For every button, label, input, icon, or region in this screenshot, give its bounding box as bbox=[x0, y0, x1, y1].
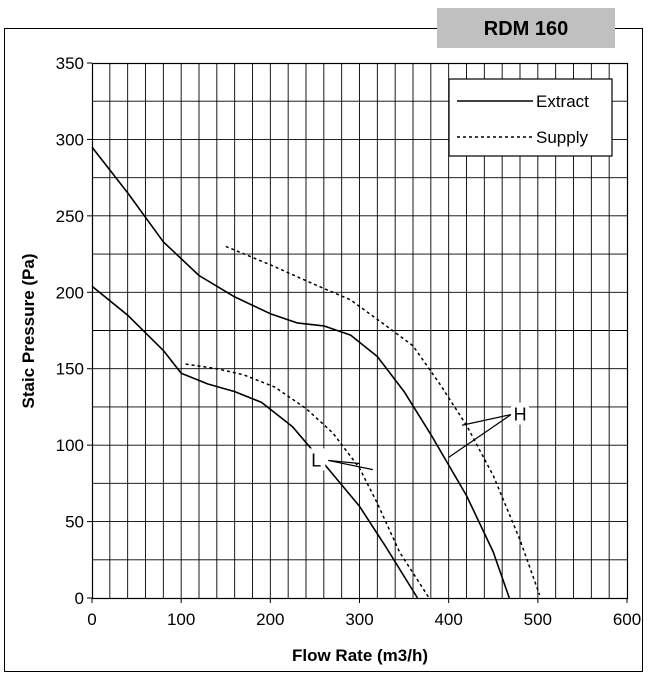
y-tick-label: 100 bbox=[56, 436, 84, 455]
y-tick-label: 50 bbox=[65, 513, 84, 532]
chart-title: RDM 160 bbox=[484, 18, 568, 40]
annotation-label-h: H bbox=[514, 405, 527, 425]
series-line-supply-l bbox=[185, 363, 430, 599]
y-tick-label: 300 bbox=[56, 130, 84, 149]
x-tick-label: 600 bbox=[613, 610, 641, 629]
series-lines bbox=[91, 146, 541, 599]
y-tick-label: 250 bbox=[56, 207, 84, 226]
y-tick-label: 200 bbox=[56, 283, 84, 302]
y-axis-title: Staic Pressure (Pa) bbox=[19, 254, 38, 409]
x-axis-ticks: 0 100 200 300 400 500 600 bbox=[87, 598, 641, 629]
annotation-leader-line bbox=[328, 459, 373, 471]
x-axis-title: Flow Rate (m3/h) bbox=[292, 646, 428, 665]
annotation-leader-line bbox=[448, 414, 512, 458]
legend: Extract Supply bbox=[448, 78, 613, 157]
annotation-label-l: L bbox=[311, 450, 321, 470]
series-line-supply-h bbox=[225, 245, 541, 596]
legend-label-extract: Extract bbox=[536, 92, 589, 111]
x-tick-label: 500 bbox=[524, 610, 552, 629]
legend-box bbox=[448, 78, 613, 157]
annotation-label-bg bbox=[511, 402, 530, 425]
series-line-extract-l bbox=[91, 285, 419, 599]
x-tick-label: 300 bbox=[345, 610, 373, 629]
annotation-leader-line bbox=[461, 413, 512, 426]
x-tick-label: 0 bbox=[87, 610, 96, 629]
y-axis-ticks: 0 50 100 150 200 250 300 350 bbox=[56, 54, 92, 608]
y-tick-label: 0 bbox=[75, 589, 84, 608]
x-tick-label: 100 bbox=[167, 610, 195, 629]
x-tick-label: 400 bbox=[434, 610, 462, 629]
outer-frame bbox=[4, 28, 643, 672]
annotation-label-bg bbox=[307, 448, 326, 471]
y-tick-label: 350 bbox=[56, 54, 84, 73]
series-line-extract-h bbox=[91, 146, 511, 599]
x-tick-label: 200 bbox=[256, 610, 284, 629]
legend-label-supply: Supply bbox=[536, 128, 588, 147]
y-tick-label: 150 bbox=[56, 360, 84, 379]
title-box bbox=[437, 8, 615, 48]
annotation-leader-line bbox=[328, 459, 360, 465]
annotations: HL bbox=[307, 402, 530, 471]
